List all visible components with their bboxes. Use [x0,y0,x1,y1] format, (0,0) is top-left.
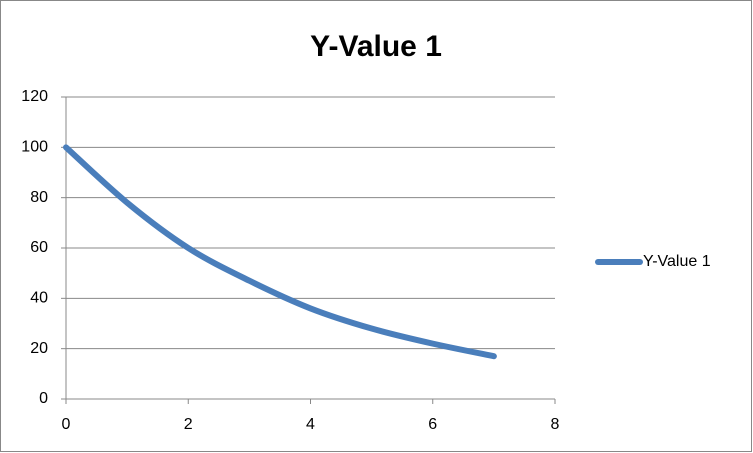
x-tick-label: 6 [428,416,437,433]
y-tick-label: 0 [39,390,48,407]
legend-label: Y-Value 1 [643,253,711,270]
y-tick-label: 20 [30,340,48,357]
series-line [63,144,497,360]
chart-title: Y-Value 1 [310,30,442,63]
x-tick-label: 8 [551,416,560,433]
y-tick-label: 100 [21,139,48,156]
x-tick-label: 2 [184,416,193,433]
y-tick-label: 40 [30,290,48,307]
x-tick-label: 0 [62,416,71,433]
x-tick-label: 4 [306,416,315,433]
y-tick-label: 120 [21,88,48,105]
y-tick-label: 80 [30,189,48,206]
y-tick-label: 60 [30,239,48,256]
